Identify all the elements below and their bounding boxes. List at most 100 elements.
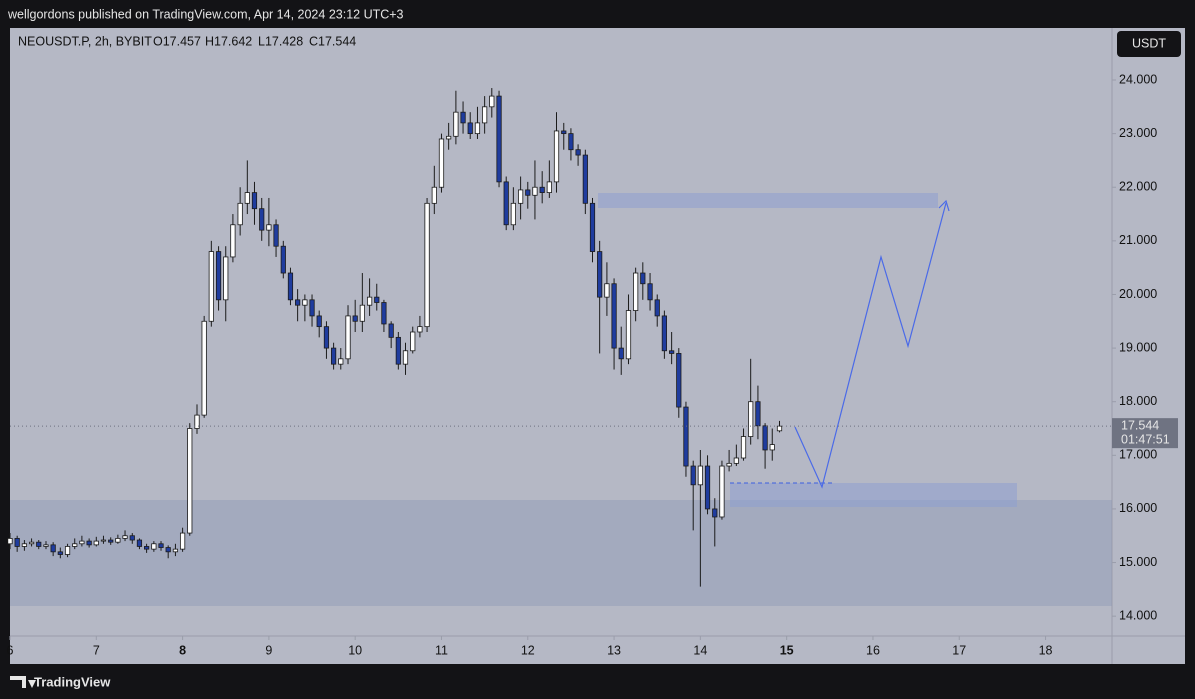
candle-body (266, 224, 272, 231)
candle-body (424, 202, 430, 328)
candle-body (633, 272, 639, 311)
candle-body (381, 302, 387, 325)
candle-body (582, 154, 588, 204)
candle-body (669, 350, 675, 354)
candle-body (676, 353, 682, 408)
candle-body (683, 406, 689, 467)
y-tick-label: 15.000 (1119, 555, 1157, 569)
candle-body (57, 551, 63, 555)
candle-body (316, 315, 322, 328)
candle-body (589, 202, 596, 252)
y-tick-label: 17.000 (1119, 448, 1157, 462)
candle-body (50, 544, 56, 553)
candle-body (410, 331, 416, 352)
candle-body (273, 224, 279, 247)
plot (7, 88, 1112, 587)
candle-body (259, 208, 265, 231)
candle-body (733, 457, 739, 464)
high-label: H17.642 (205, 34, 252, 48)
candle-body (395, 336, 401, 365)
demand-zone (10, 500, 1112, 606)
candle-body (402, 350, 409, 365)
x-tick-label: 7 (93, 643, 100, 657)
candle-body (467, 122, 473, 135)
y-tick-label: 19.000 (1119, 340, 1157, 354)
brand-logo (10, 676, 36, 688)
candle-body (553, 130, 560, 183)
candle-body (719, 465, 725, 518)
candle-body (374, 296, 380, 303)
candle-body (762, 425, 768, 451)
last-price-box (1112, 418, 1178, 449)
brand: TradingView (34, 674, 111, 689)
candle-body (165, 547, 171, 553)
candle-body (64, 546, 71, 555)
x-tick-label: 17 (952, 643, 966, 657)
candle-body (244, 192, 250, 204)
currency-label[interactable]: USDT (1132, 36, 1166, 50)
candle-body (474, 122, 481, 135)
countdown: 01:47:51 (1121, 432, 1170, 446)
candle-body (108, 539, 114, 543)
candle-body (172, 548, 179, 553)
candle-body (712, 508, 718, 518)
candle-body (179, 532, 186, 550)
target-zone (598, 193, 938, 208)
x-tick-label: 6 (7, 643, 14, 657)
candle-body (223, 256, 229, 301)
candle-body (21, 543, 28, 547)
candle-body (446, 135, 452, 140)
y-tick-label: 23.000 (1119, 126, 1157, 140)
candle-body (532, 186, 538, 196)
open-label: O17.457 (153, 34, 201, 48)
candle-body (122, 535, 128, 539)
x-tick-label: 14 (693, 643, 707, 657)
candle-body (776, 425, 783, 432)
candle-body (755, 401, 761, 427)
candle-body (460, 111, 466, 124)
candle-body (438, 138, 445, 188)
y-tick-label: 22.000 (1119, 180, 1157, 194)
candle-body (740, 436, 747, 459)
x-tick-label: 12 (521, 643, 535, 657)
candle-body (697, 465, 703, 486)
candle-body (309, 299, 315, 317)
candle-body (338, 358, 344, 365)
x-tick-label: 10 (348, 643, 362, 657)
candle-body (215, 251, 222, 301)
candle-body (366, 296, 373, 306)
candle-body (568, 133, 574, 151)
x-tick-label: 16 (866, 643, 880, 657)
candle-body (640, 272, 646, 285)
candle-body (28, 541, 35, 545)
currency-button[interactable] (1117, 31, 1181, 57)
candle-body (388, 323, 394, 338)
close-label: C17.544 (309, 34, 356, 48)
candle-body (302, 299, 308, 306)
candle-body (575, 149, 581, 156)
candle-body (187, 428, 193, 534)
candle-body (115, 538, 121, 543)
candle-body (690, 465, 696, 486)
x-tick-label: 8 (179, 643, 186, 657)
candle-body (453, 111, 459, 137)
candle-body (14, 538, 20, 547)
projection-arrow (938, 199, 950, 212)
candle-body (597, 251, 603, 298)
candle-body (604, 283, 610, 298)
entry-zone (730, 483, 1017, 507)
candle-body (287, 272, 294, 301)
candle-body (100, 539, 107, 542)
y-tick-label: 20.000 (1119, 287, 1157, 301)
y-tick-label: 16.000 (1119, 501, 1157, 515)
candle-body (194, 414, 200, 429)
candle-body (136, 539, 143, 547)
candle-body (144, 546, 150, 550)
x-tick-label: 18 (1039, 643, 1053, 657)
x-tick-label: 9 (265, 643, 272, 657)
candle-body (618, 347, 624, 360)
candle-body (647, 283, 653, 301)
candle-body (726, 462, 732, 467)
candle-body (86, 540, 92, 546)
